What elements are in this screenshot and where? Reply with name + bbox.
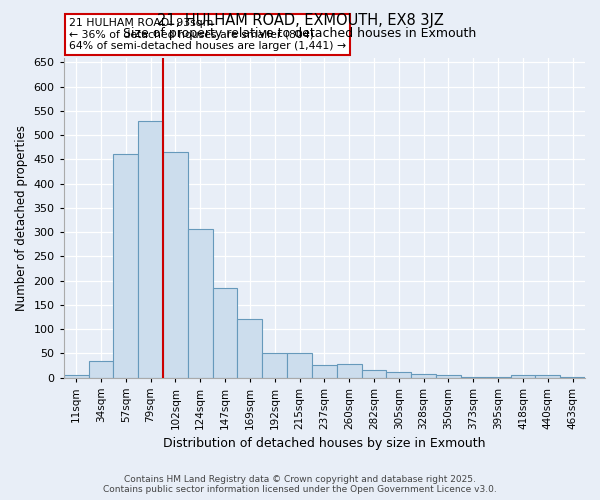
Bar	[362, 370, 386, 378]
Bar	[312, 365, 337, 378]
Bar	[89, 360, 113, 378]
Bar	[535, 374, 560, 378]
Y-axis label: Number of detached properties: Number of detached properties	[15, 124, 28, 310]
Bar	[262, 354, 287, 378]
Bar	[238, 320, 262, 378]
Bar	[337, 364, 362, 378]
Text: 21, HULHAM ROAD, EXMOUTH, EX8 3JZ: 21, HULHAM ROAD, EXMOUTH, EX8 3JZ	[157, 12, 443, 28]
Bar	[113, 154, 138, 378]
Text: Size of property relative to detached houses in Exmouth: Size of property relative to detached ho…	[124, 28, 476, 40]
Bar	[188, 228, 212, 378]
Bar	[436, 375, 461, 378]
X-axis label: Distribution of detached houses by size in Exmouth: Distribution of detached houses by size …	[163, 437, 485, 450]
Bar	[386, 372, 411, 378]
Bar	[511, 375, 535, 378]
Bar	[212, 288, 238, 378]
Text: 21 HULHAM ROAD: 93sqm
← 36% of detached houses are smaller (804)
64% of semi-det: 21 HULHAM ROAD: 93sqm ← 36% of detached …	[69, 18, 346, 51]
Bar	[64, 375, 89, 378]
Text: Contains HM Land Registry data © Crown copyright and database right 2025.
Contai: Contains HM Land Registry data © Crown c…	[103, 474, 497, 494]
Bar	[411, 374, 436, 378]
Bar	[287, 354, 312, 378]
Bar	[138, 120, 163, 378]
Bar	[163, 152, 188, 378]
Bar	[461, 376, 486, 378]
